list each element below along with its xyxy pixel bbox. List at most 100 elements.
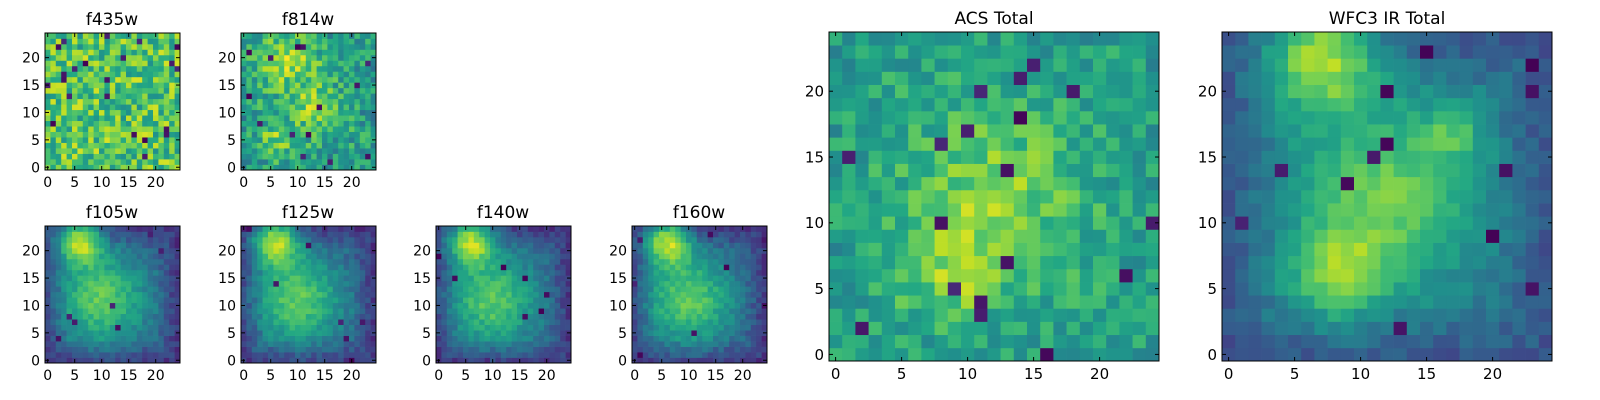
heatmap-cell bbox=[163, 264, 170, 271]
heatmap-cell bbox=[648, 341, 654, 347]
heatmap-cell bbox=[1314, 216, 1328, 230]
heatmap-cell bbox=[147, 247, 154, 254]
heatmap-cell bbox=[544, 253, 550, 260]
heatmap-cell bbox=[163, 60, 170, 67]
heatmap-cell bbox=[934, 216, 949, 230]
heatmap-cell bbox=[131, 71, 138, 78]
heatmap-cell bbox=[479, 352, 485, 358]
heatmap-cell bbox=[468, 346, 475, 353]
heatmap-cell bbox=[147, 120, 154, 127]
heatmap-cell bbox=[300, 324, 307, 331]
heatmap-cell bbox=[311, 258, 317, 265]
heatmap-cell bbox=[947, 110, 962, 125]
heatmap-cell bbox=[750, 346, 757, 353]
heatmap-cell bbox=[278, 153, 285, 160]
heatmap-cell bbox=[349, 291, 355, 298]
heatmap-cell bbox=[446, 231, 453, 238]
heatmap-cell bbox=[99, 231, 105, 238]
heatmap-cell bbox=[104, 308, 111, 315]
heatmap-cell bbox=[332, 291, 339, 298]
heatmap-cell bbox=[517, 258, 523, 265]
heatmap-cell bbox=[246, 137, 253, 143]
heatmap-cell bbox=[99, 71, 105, 78]
heatmap-cell bbox=[273, 153, 280, 160]
heatmap-cell bbox=[1132, 124, 1147, 138]
heatmap-cell bbox=[126, 120, 132, 127]
heatmap-cell bbox=[691, 330, 698, 336]
heatmap-cell bbox=[527, 247, 534, 254]
heatmap-cell bbox=[327, 164, 334, 171]
heatmap-cell bbox=[241, 131, 247, 138]
heatmap-cell bbox=[632, 253, 638, 260]
heatmap-cell bbox=[729, 291, 735, 298]
heatmap-cell bbox=[295, 346, 301, 353]
heatmap-cell bbox=[174, 280, 181, 287]
heatmap-cell bbox=[104, 109, 111, 116]
heatmap-cell bbox=[761, 286, 768, 293]
heatmap-cell bbox=[1327, 268, 1342, 283]
heatmap-cell bbox=[659, 275, 665, 282]
heatmap-cell bbox=[987, 203, 1001, 217]
heatmap-cell bbox=[745, 346, 752, 353]
heatmap-cell bbox=[349, 38, 355, 45]
heatmap-cell bbox=[99, 137, 105, 143]
heatmap-cell bbox=[1093, 110, 1107, 125]
heatmap-cell bbox=[241, 236, 247, 243]
heatmap-cell bbox=[284, 269, 290, 276]
heatmap-cell bbox=[745, 264, 752, 271]
heatmap-cell bbox=[268, 98, 274, 105]
heatmap-cell bbox=[136, 43, 143, 50]
heatmap-cell bbox=[365, 60, 371, 67]
heatmap-cell bbox=[637, 313, 644, 320]
heatmap-cell bbox=[332, 65, 339, 72]
heatmap-cell bbox=[934, 176, 949, 191]
heatmap-cell bbox=[1066, 150, 1081, 164]
heatmap-cell bbox=[495, 275, 502, 282]
heatmap-cell bbox=[527, 275, 534, 282]
heatmap-cell bbox=[533, 313, 539, 320]
heatmap-cell bbox=[82, 253, 89, 260]
heatmap-cell bbox=[289, 253, 296, 260]
heatmap-cell bbox=[273, 120, 280, 127]
heatmap-cell bbox=[506, 341, 512, 347]
heatmap-cell bbox=[311, 159, 317, 165]
heatmap-cell bbox=[338, 33, 344, 39]
heatmap-cell bbox=[169, 148, 175, 154]
heatmap-cell bbox=[305, 226, 312, 232]
heatmap-cell bbox=[99, 247, 105, 254]
heatmap-cell bbox=[153, 60, 159, 67]
heatmap-cell bbox=[295, 76, 301, 83]
heatmap-cell bbox=[723, 258, 730, 265]
heatmap-cell bbox=[147, 93, 154, 100]
heatmap-cell bbox=[278, 313, 285, 320]
heatmap-cell bbox=[632, 352, 638, 358]
heatmap-cell bbox=[680, 269, 687, 276]
heatmap-cell bbox=[115, 247, 121, 254]
heatmap-cell bbox=[169, 137, 175, 143]
heatmap-cell bbox=[723, 242, 730, 249]
heatmap-cell bbox=[554, 275, 561, 282]
heatmap-cell bbox=[72, 82, 78, 89]
heatmap-cell bbox=[745, 258, 752, 265]
heatmap-cell bbox=[262, 308, 269, 315]
heatmap-cell bbox=[365, 98, 371, 105]
heatmap-cell bbox=[490, 247, 496, 254]
heatmap-cell bbox=[343, 38, 350, 45]
heatmap-cell bbox=[1538, 216, 1553, 230]
heatmap-cell bbox=[436, 264, 442, 271]
heatmap-cell bbox=[354, 286, 361, 293]
heatmap-cell bbox=[359, 93, 366, 100]
heatmap-cell bbox=[115, 153, 121, 160]
heatmap-cell bbox=[284, 352, 290, 358]
heatmap-cell bbox=[273, 269, 280, 276]
heatmap-cell bbox=[241, 126, 247, 132]
heatmap-cell bbox=[163, 352, 170, 358]
heatmap-cell bbox=[560, 352, 566, 358]
heatmap-cell bbox=[169, 242, 175, 249]
heatmap-cell bbox=[115, 346, 121, 353]
heatmap-cell bbox=[332, 264, 339, 271]
heatmap-cell bbox=[163, 341, 170, 347]
heatmap-cell bbox=[268, 60, 274, 67]
heatmap-cell bbox=[72, 231, 78, 238]
